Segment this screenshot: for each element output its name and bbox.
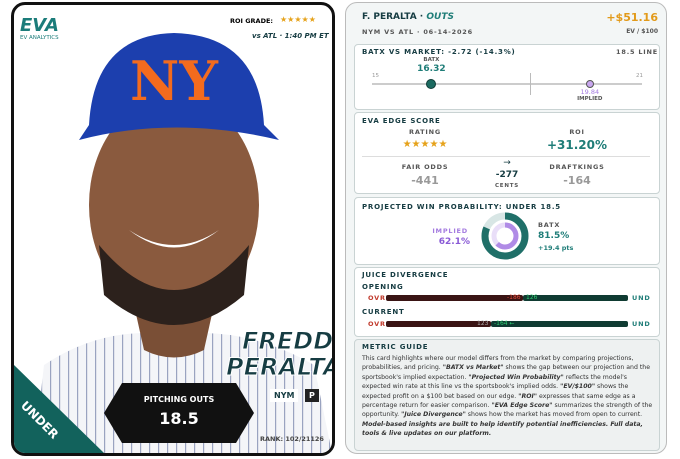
guide-term: "BATX vs Market"	[442, 364, 504, 372]
title-market: OUTS	[426, 12, 454, 22]
section-title: JUICE DIVERGENCE	[362, 271, 449, 279]
prop-label: PITCHING OUTS	[143, 395, 215, 404]
guide-text-part: reflects the model's expected win rate a…	[362, 373, 627, 391]
guide-term: Model-based insights are built to help i…	[362, 420, 643, 438]
section-title: BATX VS MARKET: -2.72 (-14.3%)	[362, 48, 516, 56]
fair-odds: -441	[411, 174, 439, 187]
svg-text:NY: NY	[130, 49, 219, 113]
implied-dot	[585, 80, 594, 88]
title: F. PERALTA · OUTS	[362, 12, 454, 22]
implied-label: IMPLIED	[577, 96, 603, 102]
current-under-bar	[491, 321, 628, 327]
guide-term: "EV/$100"	[560, 383, 596, 391]
rating-label: RATING	[409, 128, 441, 136]
divider	[362, 156, 650, 157]
title-player: F. PERALTA ·	[362, 12, 427, 22]
book-label: DRAFTKINGS	[549, 163, 605, 171]
prob-diff: +19.4 pts	[538, 244, 574, 252]
roi: +31.20%	[546, 138, 608, 152]
logo: EVA	[20, 15, 59, 36]
cents: -277	[495, 170, 519, 180]
opening-under: 126	[526, 294, 538, 301]
guide-text: This card highlights where our model dif…	[362, 354, 654, 439]
logo-sub: EV ANALYTICS	[20, 35, 59, 41]
batx-dot	[426, 79, 437, 89]
donut	[481, 212, 529, 260]
prop-line: 18.5	[159, 409, 199, 428]
player-photo: NY	[14, 33, 332, 453]
guide-text-part: shows the gap between our projection and…	[362, 364, 651, 381]
opening-over-bar	[386, 295, 523, 301]
player-card: NY EVA EV ANALYTICS ROI GRADE: ★★★★★ vs …	[11, 2, 335, 456]
line-marker	[529, 73, 531, 95]
batx-label: BATX	[538, 221, 561, 229]
rating-stars: ★★★★★	[402, 139, 448, 150]
batx-value: 16.32	[417, 64, 446, 74]
guide-text-part: summarizes the strength of the opportuni…	[362, 402, 653, 419]
rank: RANK: 102/21126	[260, 435, 324, 443]
section-title: PROJECTED WIN PROBABILITY: UNDER 18.5	[362, 203, 561, 211]
under-label: UND	[632, 294, 651, 302]
under-label: UND	[632, 320, 651, 328]
current-over: 123	[477, 320, 489, 327]
edge-section	[354, 112, 660, 194]
implied-value: 19.84	[580, 88, 600, 96]
first-name: FREDDY	[242, 327, 332, 356]
arrow: →	[503, 158, 511, 168]
implied-label: IMPLIED	[432, 227, 468, 235]
matchup: vs ATL · 1:40 PM ET	[252, 32, 329, 40]
donut-arc	[491, 222, 519, 250]
batx-prob: 81.5%	[538, 231, 570, 241]
guide-text-part: expresses that same edge as a percentage…	[362, 392, 636, 410]
guide-section	[354, 339, 660, 451]
fair-odds-label: FAIR ODDS	[401, 163, 449, 171]
section-title: EVA EDGE SCORE	[362, 117, 441, 125]
current-over-bar	[386, 321, 491, 327]
opening-under-bar	[523, 295, 628, 301]
slider-track	[372, 83, 642, 85]
current-under: -164 ←	[494, 320, 515, 327]
scale-max: 21	[636, 73, 643, 79]
guide-term: "EVA Edge Score"	[491, 402, 553, 410]
cents-label: CENTS	[494, 183, 520, 189]
team: NYM	[270, 389, 299, 402]
ev: +$51.16	[606, 11, 658, 24]
opening-over: -186	[507, 294, 521, 301]
ev-label: EV / $100	[626, 28, 658, 35]
position: P	[305, 389, 319, 402]
guide-text-part: shows how the market has moved from open…	[465, 411, 643, 419]
line-label: 18.5 LINE	[616, 48, 658, 56]
roi-grade-label: ROI GRADE:	[230, 17, 274, 25]
opening-label: OPENING	[362, 283, 404, 291]
guide-term: "Projected Win Probability"	[468, 373, 564, 381]
last-name: PERALTA	[225, 353, 335, 382]
guide-term: "ROI"	[518, 392, 538, 400]
scale-min: 15	[372, 73, 379, 79]
guide-text-part: shows the expected profit on a $100 bet …	[362, 383, 629, 400]
prop-banner	[104, 383, 254, 443]
guide-term: "Juice Divergence"	[401, 411, 466, 419]
over-label: OVR	[368, 320, 386, 328]
over-label: OVR	[368, 294, 386, 302]
batx-section	[354, 44, 660, 110]
implied-prob: 62.1%	[438, 237, 470, 247]
current-label: CURRENT	[362, 308, 405, 316]
subtitle: NYM VS ATL · 06-14-2026	[362, 28, 473, 36]
section-title: METRIC GUIDE	[362, 343, 429, 351]
guide-text-part: This card highlights where our model dif…	[362, 355, 634, 372]
roi-label: ROI	[569, 128, 585, 136]
batx-label: BATX	[423, 57, 440, 63]
book-odds: -164	[563, 174, 591, 187]
roi-grade-stars: ★★★★★	[280, 15, 316, 24]
donut-arc	[481, 212, 529, 260]
